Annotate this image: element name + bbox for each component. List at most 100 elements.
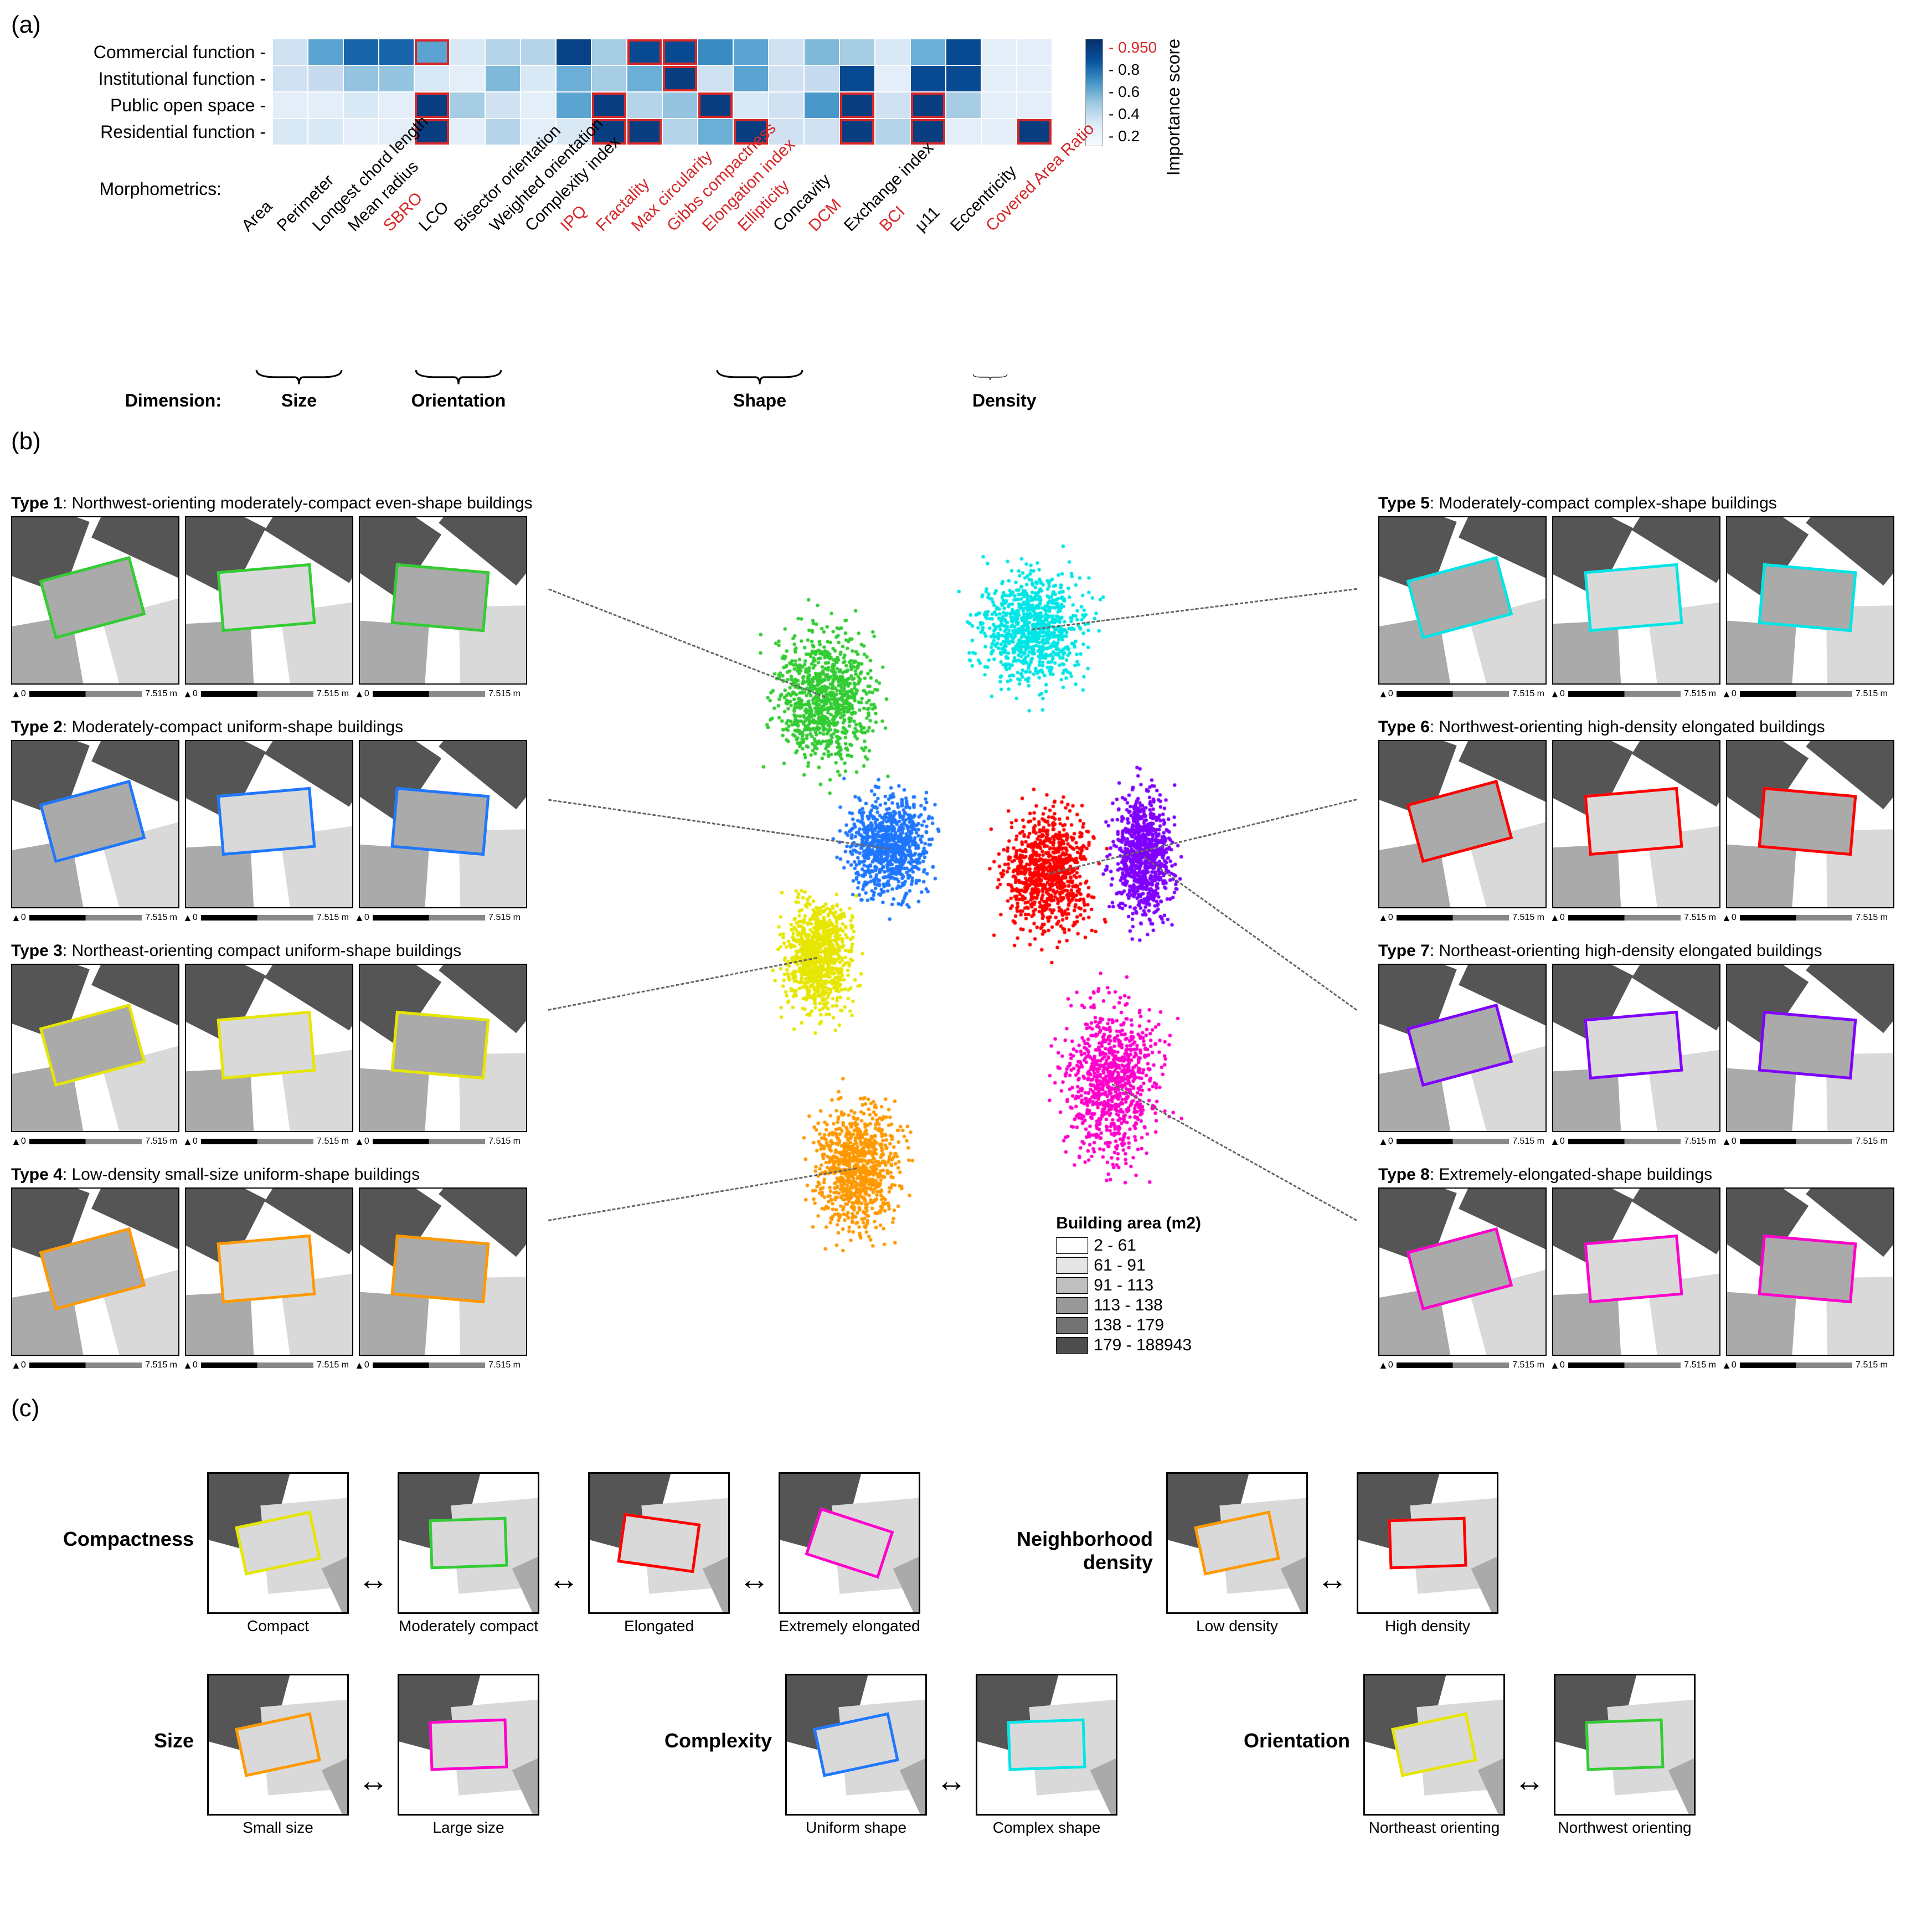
heatmap-cell [663,119,697,145]
c-item: Northeast orienting [1363,1674,1505,1837]
panel-b-label: (b) [11,428,1921,455]
colorbar-tick: - 0.8 [1109,61,1157,79]
c-caption: Large size [432,1819,504,1837]
example-thumbnail [1552,740,1720,908]
heatmap-cell [840,39,874,65]
type-title: Type 1: Northwest-orienting moderately-c… [11,494,554,513]
heatmap-cell [911,92,945,118]
c-group: Neighborhood densityLow density↔High den… [970,1472,1498,1635]
c-caption: High density [1385,1617,1470,1635]
scalebar: ▲07.515 m [1378,1134,1544,1149]
example-thumbnail [185,1187,353,1356]
heatmap-cell [379,39,414,65]
heatmap-cell [450,92,485,118]
morphometrics-axis-label: Morphometrics: [11,179,228,199]
compare-arrow-icon: ↔ [936,1713,967,1798]
scalebar: ▲07.515 m [183,1134,349,1149]
scalebar: ▲07.515 m [11,911,177,925]
example-thumbnail [185,516,353,685]
heatmap-cell [1017,119,1052,145]
heatmap-cell [308,92,343,118]
c-caption: Complex shape [993,1819,1101,1837]
heatmap-cell [698,66,733,91]
heatmap-rowlabel: Commercial function - [55,42,272,63]
heatmap-cell [308,119,343,145]
heatmap-cell [911,39,945,65]
heatmap-cell [627,39,662,65]
scalebar: ▲07.515 m [11,687,177,701]
dimension-group: Density [972,368,1008,411]
c-group: CompactnessCompact↔Moderately compact↔El… [11,1472,920,1635]
heatmap-cell [946,92,981,118]
heatmap-cell [982,39,1016,65]
scalebar: ▲07.515 m [354,911,521,925]
colorbar-tick: - 0.950 [1109,39,1157,56]
scalebar: ▲07.515 m [1722,687,1888,701]
heatmap-cell [627,66,662,91]
heatmap-cell [415,39,449,65]
scalebar: ▲07.515 m [1550,687,1716,701]
example-thumbnail [359,740,527,908]
panel-c: CompactnessCompact↔Moderately compact↔El… [11,1472,1921,1837]
c-group-label: Compactness [11,1472,207,1551]
heatmap-cell [769,66,803,91]
compare-arrow-icon: ↔ [358,1511,389,1597]
c-caption: Compact [247,1617,309,1635]
type-block: Type 4: Low-density small-size uniform-s… [11,1165,554,1372]
scalebar: ▲07.515 m [1550,1358,1716,1372]
legend-title: Building area (m2) [1056,1214,1201,1233]
panel-b: Type 1: Northwest-orienting moderately-c… [11,494,1921,1372]
heatmap-cell [805,92,839,118]
heatmap-cell [805,66,839,91]
heatmap-rowlabel: Institutional function - [55,69,272,89]
heatmap-cell [911,66,945,91]
heatmap-cell [805,39,839,65]
compare-arrow-icon: ↔ [1514,1713,1545,1798]
heatmap-cell [698,119,733,145]
scalebar: ▲07.515 m [1550,911,1716,925]
c-caption: Moderately compact [399,1617,538,1635]
example-thumbnail [185,740,353,908]
scalebar: ▲07.515 m [1722,1358,1888,1372]
area-legend: Building area (m2) 2 - 6161 - 9191 - 113… [1056,1214,1201,1356]
compare-arrow-icon: ↔ [1317,1511,1348,1597]
example-thumbnail [359,516,527,685]
heatmap-cell [344,92,378,118]
heatmap-cell [698,39,733,65]
example-thumbnail [1378,740,1547,908]
heatmap-cell [486,119,520,145]
heatmap-cell [486,66,520,91]
c-item: Extremely elongated [779,1472,920,1635]
scalebar: ▲07.515 m [1378,687,1544,701]
heatmap-rowlabel: Residential function - [55,122,272,142]
heatmap-cell [769,39,803,65]
legend-item: 113 - 138 [1056,1296,1201,1315]
heatmap-cell [450,66,485,91]
scalebar: ▲07.515 m [11,1134,177,1149]
heatmap-cell [379,92,414,118]
heatmap-cell [521,39,555,65]
c-caption: Northeast orienting [1369,1819,1500,1837]
legend-item: 179 - 188943 [1056,1336,1201,1355]
c-item: Moderately compact [398,1472,539,1635]
heatmap-cell [698,92,733,118]
c-group: OrientationNortheast orienting↔Northwest… [1167,1674,1696,1837]
type-title: Type 2: Moderately-compact uniform-shape… [11,718,554,737]
scatter-plot: Building area (m2) 2 - 6161 - 9191 - 113… [554,494,1378,1372]
heatmap-cell [557,66,591,91]
heatmap-cell [344,66,378,91]
type-block: Type 5: Moderately-compact complex-shape… [1378,494,1921,701]
heatmap-cell [486,39,520,65]
example-thumbnail [185,964,353,1132]
heatmap-cell [875,92,910,118]
colorbar-tick: - 0.6 [1109,83,1157,101]
heatmap-cell [592,39,626,65]
heatmap-cell [663,39,697,65]
compare-arrow-icon: ↔ [739,1511,770,1597]
c-caption: Northwest orienting [1558,1819,1691,1837]
legend-item: 61 - 91 [1056,1256,1201,1275]
heatmap-cell [911,119,945,145]
heatmap-cell [592,66,626,91]
heatmap-cell [486,92,520,118]
heatmap-cell [946,119,981,145]
